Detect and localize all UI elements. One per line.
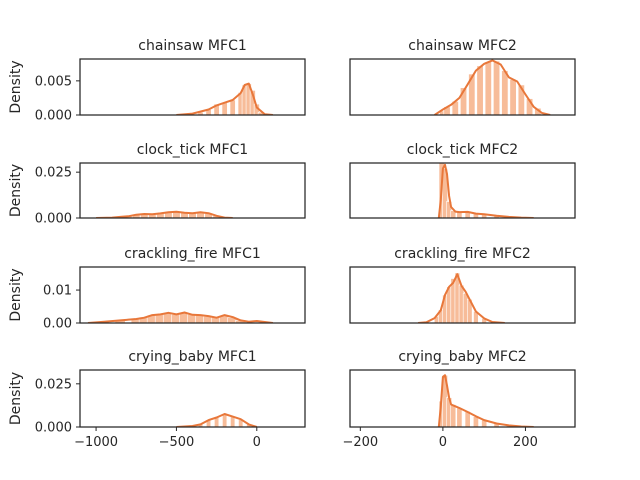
histogram-bar bbox=[456, 407, 463, 427]
subplot-title: chainsaw MFC1 bbox=[138, 38, 247, 54]
histogram-bar bbox=[460, 87, 468, 115]
histogram-bar bbox=[446, 201, 453, 218]
axes-frame bbox=[79, 266, 306, 324]
histogram-bar bbox=[493, 60, 501, 115]
x-tick-label: −1000 bbox=[74, 435, 118, 450]
plot-area bbox=[434, 59, 551, 115]
axes-frame bbox=[349, 162, 576, 219]
y-tick-label: 0.025 bbox=[35, 166, 72, 181]
subplot-4: clock_tick MFC2 bbox=[349, 142, 576, 219]
kde-line bbox=[437, 374, 534, 427]
x-tick-label: 200 bbox=[513, 435, 538, 450]
kde-line bbox=[96, 210, 233, 218]
subplot-2: chainsaw MFC2 bbox=[349, 38, 576, 116]
y-tick-label: 0.01 bbox=[43, 284, 72, 299]
y-tick-label: 0.025 bbox=[35, 377, 72, 392]
subplot-title: clock_tick MFC1 bbox=[137, 142, 248, 158]
histogram-bar bbox=[476, 65, 484, 115]
y-tick-label: 0.005 bbox=[35, 74, 72, 89]
subplot-7: crying_baby MFC1 0.000 0.025 Density −1000 −5… bbox=[8, 349, 306, 450]
plot-area bbox=[96, 210, 233, 218]
plot-area bbox=[418, 272, 505, 323]
histogram-bar bbox=[222, 413, 228, 427]
axes-frame bbox=[79, 58, 306, 116]
histogram-bar bbox=[468, 73, 476, 115]
plot-area bbox=[87, 311, 274, 323]
kde-line bbox=[437, 163, 534, 218]
subplot-title: crying_baby MFC2 bbox=[398, 349, 526, 365]
plot-area bbox=[437, 163, 534, 218]
histogram-bar bbox=[450, 404, 457, 427]
subplot-3: clock_tick MFC1 0.000 0.025 Density bbox=[8, 142, 306, 227]
subplot-8: crying_baby MFC2 −200 0 200 bbox=[342, 349, 576, 450]
kde-line bbox=[176, 82, 273, 115]
axes-frame bbox=[79, 369, 306, 428]
y-axis-label: Density bbox=[8, 164, 24, 217]
subplot-6: crackling_fire MFC2 bbox=[349, 246, 576, 324]
y-tick-label: 0.000 bbox=[35, 421, 72, 436]
kde-line bbox=[176, 413, 258, 427]
plot-area bbox=[437, 374, 534, 427]
y-tick-label: 0.000 bbox=[35, 212, 72, 227]
x-tick-label: −500 bbox=[159, 435, 195, 450]
histogram-bar bbox=[221, 102, 228, 115]
plot-area bbox=[176, 82, 273, 115]
y-axis-label: Density bbox=[8, 60, 24, 113]
kde-line bbox=[434, 59, 551, 115]
subplot-title: clock_tick MFC2 bbox=[407, 142, 518, 158]
kde-line bbox=[418, 273, 505, 323]
x-tick-label: 0 bbox=[253, 435, 261, 450]
axes-frame bbox=[349, 369, 576, 428]
kde-line bbox=[87, 311, 274, 323]
axes-frame bbox=[79, 162, 306, 219]
histogram-bar bbox=[484, 61, 492, 115]
histogram-bar bbox=[501, 70, 509, 115]
y-axis-label: Density bbox=[8, 372, 24, 425]
subplot-1: chainsaw MFC1 0.000 0.005 Density bbox=[8, 38, 306, 124]
y-tick-label: 0.00 bbox=[43, 317, 72, 332]
plot-area bbox=[176, 413, 258, 427]
axes-frame bbox=[349, 58, 576, 116]
subplot-title: chainsaw MFC2 bbox=[408, 38, 517, 54]
subplot-title: crackling_fire MFC1 bbox=[124, 246, 261, 262]
x-tick-label: −200 bbox=[342, 435, 378, 450]
subplot-5: crackling_fire MFC1 0.00 0.01 Density bbox=[8, 246, 306, 332]
x-tick-label: 0 bbox=[439, 435, 447, 450]
y-tick-label: 0.000 bbox=[35, 109, 72, 124]
histogram-bar bbox=[229, 99, 236, 115]
histogram-bar bbox=[213, 103, 220, 115]
subplot-title: crying_baby MFC1 bbox=[128, 349, 256, 365]
histogram-bar bbox=[509, 79, 517, 115]
subplot-title: crackling_fire MFC2 bbox=[394, 246, 531, 262]
axes-frame bbox=[349, 266, 576, 324]
y-axis-label: Density bbox=[8, 268, 24, 321]
